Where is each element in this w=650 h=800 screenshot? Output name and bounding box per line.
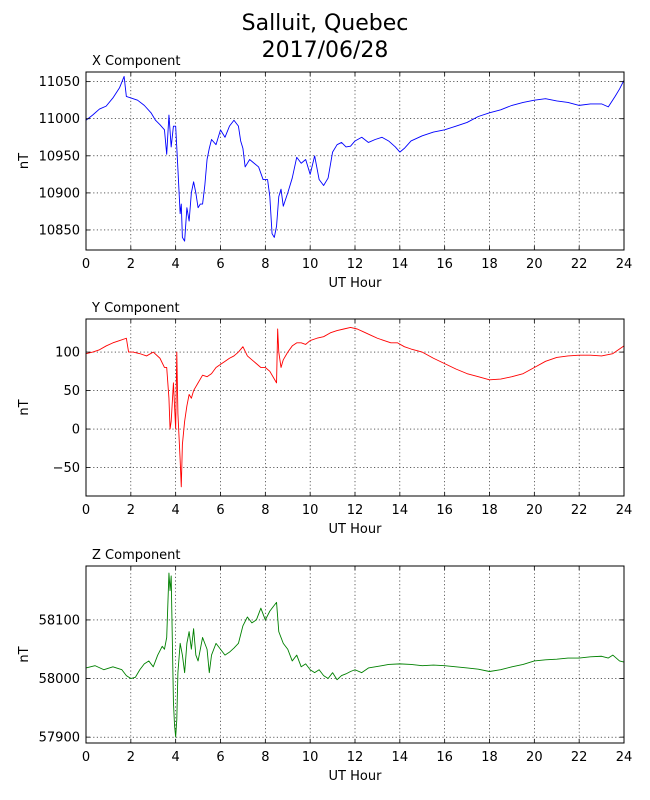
y-axis-label: nT (17, 153, 32, 169)
x-tick-label: 12 (347, 750, 364, 765)
x-tick-label: 12 (347, 503, 364, 518)
x-tick-label: 2 (127, 750, 135, 765)
x-tick-label: 4 (172, 750, 180, 765)
x-tick-label: 0 (82, 750, 90, 765)
x-tick-label: 12 (347, 257, 364, 272)
x-tick-label: 20 (526, 750, 543, 765)
x-tick-label: 16 (436, 257, 453, 272)
x-tick-label: 14 (392, 257, 409, 272)
x-tick-label: 10 (302, 503, 319, 518)
x-component-title: X Component (92, 54, 181, 69)
x-tick-label: 0 (82, 503, 90, 518)
y-tick-label: 10850 (39, 223, 80, 238)
x-component-series-line (85, 75, 625, 242)
x-tick-label: 4 (172, 257, 180, 272)
x-tick-label: 16 (436, 503, 453, 518)
x-tick-label: 18 (481, 750, 498, 765)
y-component-series-line (85, 327, 625, 488)
x-tick-label: 22 (571, 750, 588, 765)
x-tick-label: 6 (216, 750, 224, 765)
y-tick-label: 11050 (39, 75, 80, 90)
x-tick-label: 6 (216, 503, 224, 518)
y-component-title: Y Component (91, 301, 180, 316)
figure-title-date: 2017/06/28 (261, 38, 389, 63)
figure-title: Salluit, Quebec 2017/06/28 (0, 10, 650, 64)
y-tick-label: 0 (72, 423, 80, 438)
y-tick-label: 100 (55, 346, 80, 361)
figure-title-station: Salluit, Quebec (241, 11, 409, 36)
y-tick-label: 50 (63, 384, 80, 399)
x-tick-label: 22 (571, 503, 588, 518)
y-tick-label: 57900 (39, 731, 80, 746)
y-tick-label: 58000 (39, 672, 80, 687)
x-tick-label: 2 (127, 257, 135, 272)
x-axis-label: UT Hour (329, 276, 383, 291)
x-tick-label: 8 (261, 750, 269, 765)
x-component-panel: 0 2 4 6 8 10 12 14 16 18 20 22 241085010900109501100… (17, 54, 632, 291)
x-tick-label: 18 (481, 257, 498, 272)
x-tick-label: 8 (261, 257, 269, 272)
x-tick-label: 2 (127, 503, 135, 518)
y-tick-label: 10950 (39, 149, 80, 164)
x-tick-label: 14 (392, 503, 409, 518)
y-axis-label: nT (17, 399, 32, 415)
x-tick-label: 24 (616, 503, 633, 518)
z-component-title: Z Component (92, 548, 181, 563)
y-tick-label: 11000 (39, 112, 80, 127)
x-tick-label: 16 (436, 750, 453, 765)
plot-frame (85, 318, 625, 497)
x-tick-label: 24 (616, 257, 633, 272)
x-tick-label: 14 (392, 750, 409, 765)
z-component-series-line (85, 572, 625, 738)
y-axis-label: nT (17, 646, 32, 662)
x-tick-label: 10 (302, 750, 319, 765)
y-tick-label: −50 (53, 461, 80, 476)
x-tick-label: 20 (526, 257, 543, 272)
x-tick-label: 10 (302, 257, 319, 272)
x-tick-label: 18 (481, 503, 498, 518)
x-axis-label: UT Hour (329, 769, 383, 784)
x-tick-label: 6 (216, 257, 224, 272)
x-tick-label: 0 (82, 257, 90, 272)
plot-frame (85, 565, 625, 744)
x-tick-label: 8 (261, 503, 269, 518)
x-tick-label: 22 (571, 257, 588, 272)
x-tick-label: 24 (616, 750, 633, 765)
y-tick-label: 58100 (39, 613, 80, 628)
x-axis-label: UT Hour (329, 522, 383, 537)
x-tick-label: 20 (526, 503, 543, 518)
y-tick-label: 10900 (39, 186, 80, 201)
x-tick-label: 4 (172, 503, 180, 518)
